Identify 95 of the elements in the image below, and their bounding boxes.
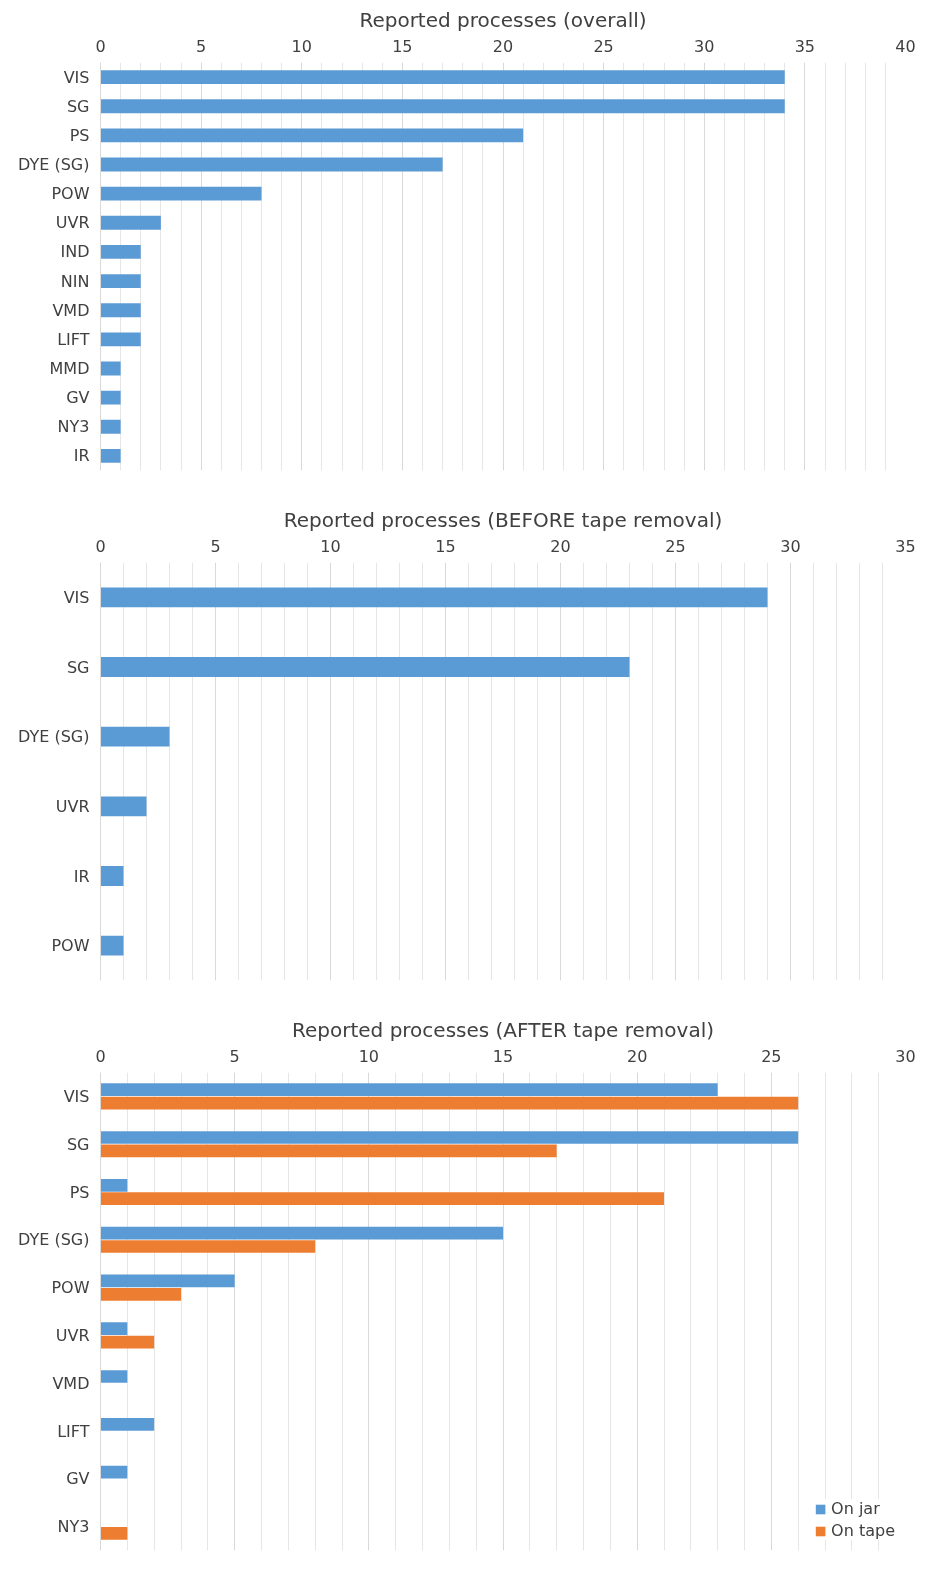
y-tick-label: IR <box>73 866 90 886</box>
bar <box>100 726 170 747</box>
bar <box>100 1178 128 1192</box>
x-tick-label: 40 <box>895 36 916 56</box>
bar <box>100 274 141 288</box>
x-tick-label: 20 <box>626 1046 648 1066</box>
y-tick-label: PS <box>69 1182 90 1202</box>
x-tick-label: 10 <box>358 1046 380 1066</box>
bar <box>100 186 262 201</box>
x-tick-label: 15 <box>492 1046 514 1066</box>
x-tick-label: 30 <box>780 536 801 556</box>
x-tick-label: 30 <box>694 36 715 56</box>
y-tick-label: SG <box>66 657 90 677</box>
bar <box>100 1335 155 1349</box>
bar <box>100 1274 235 1288</box>
bar <box>100 215 161 230</box>
bar <box>100 157 443 172</box>
x-tick-label: 25 <box>593 36 614 56</box>
x-tick-label: 5 <box>196 36 207 56</box>
x-tick-label: 5 <box>210 536 221 556</box>
bar <box>100 935 124 956</box>
chart-title: Reported processes (AFTER tape removal) <box>291 1017 715 1042</box>
bar <box>100 866 124 886</box>
y-tick-label: GV <box>66 1469 90 1489</box>
y-tick-label: LIFT <box>57 329 90 349</box>
x-tick-label: 15 <box>392 36 413 56</box>
y-tick-label: PS <box>69 125 90 145</box>
y-tick-label: SG <box>66 96 90 116</box>
y-tick-label: DYE (SG) <box>18 155 90 174</box>
x-tick-label: 25 <box>761 1046 782 1066</box>
legend-label: On jar <box>831 1499 880 1518</box>
bar <box>100 245 141 259</box>
x-tick-label: 0 <box>95 536 106 556</box>
y-tick-label: IND <box>60 242 90 262</box>
y-tick-label: SG <box>66 1134 90 1154</box>
y-tick-label: NIN <box>60 271 90 291</box>
bar <box>100 1144 557 1158</box>
bar <box>100 303 141 318</box>
y-tick-label: IR <box>73 446 90 466</box>
bar <box>100 70 785 84</box>
bar <box>100 361 121 376</box>
bar <box>100 1526 128 1540</box>
bar <box>100 1417 155 1431</box>
bar <box>100 128 524 143</box>
bar <box>100 1240 316 1253</box>
x-tick-label: 30 <box>895 1046 916 1066</box>
bar <box>100 1287 181 1301</box>
bar <box>100 332 141 347</box>
y-tick-label: POW <box>51 936 90 956</box>
y-tick-label: VMD <box>52 300 90 320</box>
y-tick-label: UVR <box>55 213 90 233</box>
x-tick-label: 35 <box>794 36 816 56</box>
x-tick-label: 35 <box>895 536 916 556</box>
bar <box>100 1083 718 1097</box>
bar <box>100 1096 799 1110</box>
bar <box>100 1131 799 1144</box>
chart-title: Reported processes (BEFORE tape removal) <box>283 507 723 532</box>
x-tick-label: 20 <box>492 36 514 56</box>
x-tick-label: 25 <box>665 536 686 556</box>
x-tick-label: 0 <box>95 36 106 56</box>
x-tick-label: 15 <box>435 536 456 556</box>
y-tick-label: VIS <box>63 67 90 87</box>
y-tick-label: GV <box>66 388 90 408</box>
bar <box>100 587 768 608</box>
bar <box>100 1370 128 1383</box>
y-tick-label: NY3 <box>57 417 90 437</box>
y-tick-label: NY3 <box>57 1517 90 1537</box>
bar <box>100 449 121 463</box>
y-tick-label: DYE (SG) <box>18 1230 90 1250</box>
y-tick-label: POW <box>51 184 90 204</box>
x-tick-label: 5 <box>229 1046 240 1066</box>
bar <box>100 657 630 677</box>
chart-title: Reported processes (overall) <box>359 7 647 32</box>
y-tick-label: LIFT <box>57 1421 90 1441</box>
bar <box>100 1322 128 1336</box>
bar <box>100 1226 503 1240</box>
x-tick-label: 10 <box>291 36 312 56</box>
x-tick-label: 0 <box>95 1046 106 1066</box>
bar <box>100 796 147 817</box>
y-tick-label: VIS <box>63 587 90 607</box>
bar <box>100 1192 664 1206</box>
y-tick-label: VMD <box>52 1373 90 1393</box>
bar <box>100 390 121 405</box>
x-tick-label: 10 <box>320 536 341 556</box>
legend-label: On tape <box>831 1521 895 1540</box>
y-tick-label: POW <box>51 1278 90 1298</box>
y-tick-label: DYE (SG) <box>18 727 90 747</box>
bar <box>100 99 785 114</box>
bar <box>100 419 121 434</box>
y-tick-label: MMD <box>49 359 90 378</box>
x-tick-label: 20 <box>550 536 571 556</box>
y-tick-label: UVR <box>55 796 90 816</box>
bar <box>100 1465 128 1479</box>
y-tick-label: UVR <box>55 1325 90 1345</box>
y-tick-label: VIS <box>63 1086 90 1106</box>
